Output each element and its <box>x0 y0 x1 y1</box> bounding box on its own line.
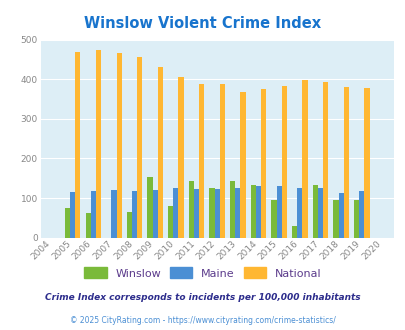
Bar <box>65 208 70 238</box>
Bar <box>240 92 245 238</box>
Bar <box>230 181 235 238</box>
Bar <box>214 189 219 238</box>
Bar <box>338 193 343 238</box>
Text: © 2025 CityRating.com - https://www.cityrating.com/crime-statistics/: © 2025 CityRating.com - https://www.city… <box>70 315 335 325</box>
Bar <box>260 89 266 238</box>
Bar <box>322 82 327 238</box>
Bar <box>147 177 152 238</box>
Bar <box>137 57 142 238</box>
Bar <box>70 192 75 238</box>
Bar <box>281 85 286 238</box>
Bar <box>168 206 173 238</box>
Bar <box>302 81 307 238</box>
Bar <box>291 226 296 238</box>
Bar <box>343 87 348 238</box>
Bar <box>152 190 158 238</box>
Bar <box>219 84 224 238</box>
Bar <box>333 200 338 238</box>
Bar <box>312 185 317 238</box>
Text: Winslow Violent Crime Index: Winslow Violent Crime Index <box>84 16 321 31</box>
Bar <box>271 200 276 238</box>
Bar <box>173 188 178 238</box>
Bar <box>111 190 116 238</box>
Bar <box>255 186 260 238</box>
Text: Crime Index corresponds to incidents per 100,000 inhabitants: Crime Index corresponds to incidents per… <box>45 292 360 302</box>
Bar <box>250 185 255 238</box>
Bar <box>85 213 90 238</box>
Bar <box>317 188 322 238</box>
Bar <box>188 181 194 238</box>
Bar <box>353 200 358 238</box>
Bar <box>209 188 214 238</box>
Bar <box>194 189 198 238</box>
Bar <box>276 186 281 238</box>
Legend: Winslow, Maine, National: Winslow, Maine, National <box>80 263 325 283</box>
Bar <box>75 52 80 238</box>
Bar <box>235 188 240 238</box>
Bar <box>132 191 137 238</box>
Bar <box>198 84 204 238</box>
Bar <box>116 53 121 238</box>
Bar <box>158 67 162 238</box>
Bar <box>296 188 302 238</box>
Bar <box>90 191 96 238</box>
Bar <box>358 191 363 238</box>
Bar <box>178 77 183 238</box>
Bar <box>363 87 369 238</box>
Bar <box>96 50 101 238</box>
Bar <box>126 212 132 238</box>
